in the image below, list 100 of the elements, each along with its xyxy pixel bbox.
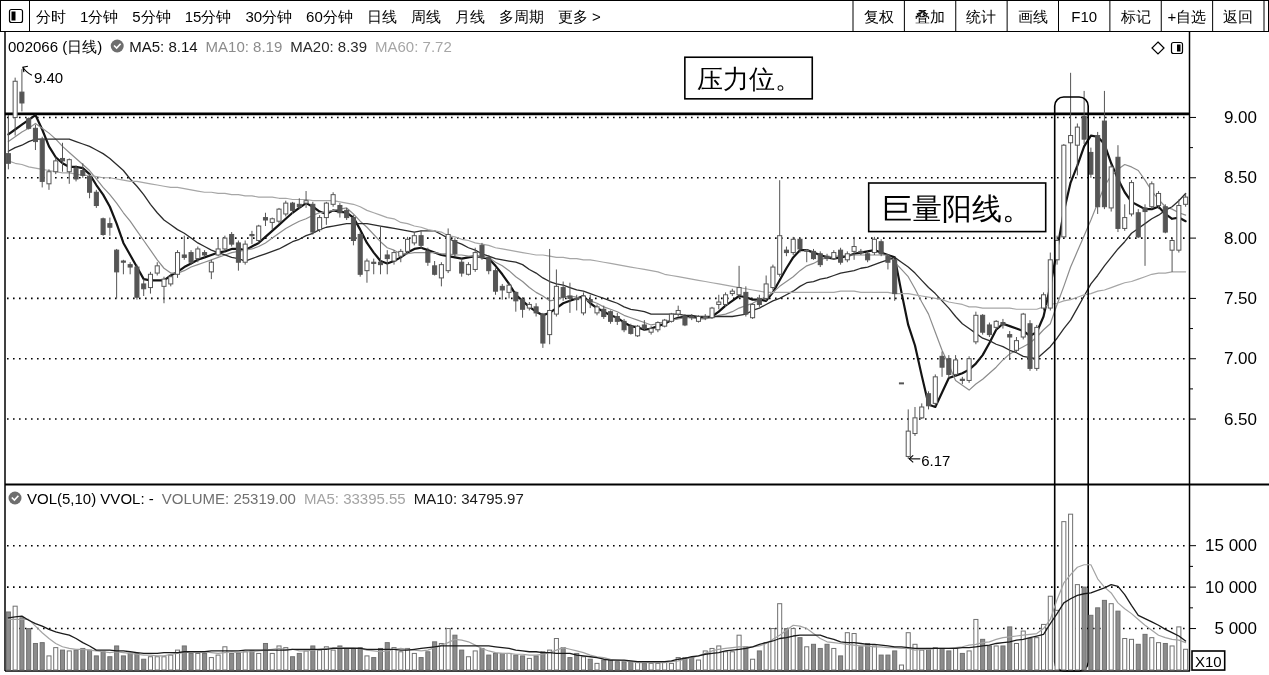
bar [492,652,499,671]
legend-title: VOL(5,10) VVOL: - [27,489,154,507]
y-tick-label: 8.00 [1223,228,1257,248]
bar [262,642,269,671]
text: 统计 [966,7,997,25]
candlestick [520,296,526,319]
text: MA10: 34795.97 [413,489,524,507]
candlestick [1156,190,1162,210]
annotation: 6.17 [921,452,951,470]
text: 返回 [1223,7,1254,25]
bar [32,642,38,671]
text: 5分钟 [132,7,171,25]
bar [1013,642,1019,671]
candlestick [580,291,586,316]
bar [175,649,181,671]
candlestick [59,142,66,173]
ref-line-label: 压力位。 [696,64,801,95]
bar [695,659,702,671]
y-tick-label: 9.00 [1223,107,1257,127]
bar [898,664,904,671]
text: 月线 [454,7,485,25]
candlestick [377,225,384,275]
y-tick-label: 10 000 [1205,577,1257,597]
candlestick [87,173,93,199]
text: +自选 [1167,7,1207,25]
bar [668,662,674,671]
bar [1156,642,1162,671]
text: 画线 [1017,7,1048,25]
bar [147,656,153,671]
candlestick [93,189,99,209]
text: MA20: 8.39 [290,37,368,55]
candlestick [1007,330,1013,361]
bar [87,649,93,671]
candlestick [1041,291,1047,311]
bar [953,647,959,671]
candlestick [925,390,932,410]
text: 更多 > [557,7,601,25]
bar [608,659,614,671]
text: VOLUME: 25319.00 [161,489,296,507]
bar [1041,623,1047,671]
bar [350,647,356,671]
candlestick [242,240,248,266]
text: 周线 [410,7,441,25]
candlestick [175,249,181,279]
candlestick [953,354,959,378]
bar [580,656,586,671]
bar [783,628,789,671]
text: 标记 [1119,7,1151,25]
candlestick [303,190,309,209]
text: 60分钟 [306,7,353,25]
bar [59,649,66,671]
y-tick-label: 7.00 [1223,349,1257,369]
annotation: 9.40 [33,68,64,86]
candlestick [1068,72,1074,179]
bar [1101,599,1107,671]
bar [465,656,471,671]
candlestick [147,271,153,295]
bar [925,647,932,671]
y-tick-label: 8.50 [1223,168,1257,188]
text: 1分钟 [80,7,119,25]
candlestick [898,382,904,385]
text: F10 [1071,7,1098,25]
legend-title: 002066 (日线) [8,37,103,55]
candlestick [32,124,38,151]
text: 复权 [863,7,894,25]
bar [290,656,296,671]
bar [810,643,817,671]
bar [1128,638,1135,671]
line-series [7,564,1187,664]
text: 多周期 [498,7,544,25]
candlestick [1142,203,1148,267]
bar [235,652,241,671]
text: 叠加 [915,7,946,25]
candlestick [350,214,356,246]
bar [520,655,526,671]
candlestick [425,247,431,267]
candlestick [1149,180,1155,210]
y-tick-label: 7.50 [1223,288,1257,308]
text: MA10: 8.19 [205,37,283,55]
text: 日线 [366,7,397,25]
y-tick-label: 15 000 [1205,536,1257,556]
bar [723,651,729,671]
text: MA5: 33395.55 [303,489,406,507]
bar [377,647,384,671]
candlestick [114,248,120,299]
bar [838,655,844,671]
candlestick [208,259,214,280]
text: MA60: 7.72 [375,37,452,55]
line-series [7,583,1187,663]
candlestick [492,267,499,296]
y-tick-label: 5 000 [1214,619,1257,639]
text: X10 [1195,653,1222,671]
text: 分时 [36,7,66,25]
y-tick-label: 6.50 [1223,409,1257,429]
text: 15分钟 [184,7,232,25]
text: 30分钟 [245,7,293,25]
annotation: 巨量阳线。 [882,191,1033,225]
candlestick [235,240,241,272]
candlestick [459,258,465,278]
candlestick [5,114,11,170]
